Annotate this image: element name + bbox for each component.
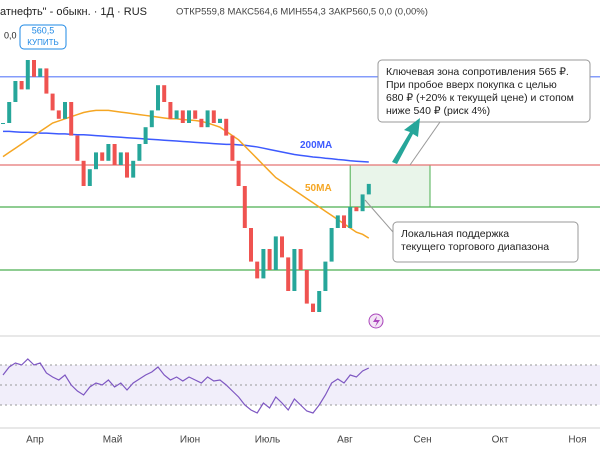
candle xyxy=(13,81,18,102)
candle xyxy=(311,303,315,312)
candle xyxy=(25,60,30,90)
rsi-line xyxy=(2,358,370,414)
candle xyxy=(156,85,160,111)
ma-line xyxy=(2,109,370,239)
x-tick-label: Апр xyxy=(26,435,44,446)
candle xyxy=(187,110,191,123)
callout-pointer xyxy=(409,121,441,166)
candle xyxy=(348,207,353,228)
callout-text: 680 ₽ (+20% к текущей цене) и стопом xyxy=(386,92,574,104)
x-tick-label: Авг xyxy=(337,435,353,446)
price: 560,5 xyxy=(32,25,55,35)
candle xyxy=(199,118,204,128)
candle xyxy=(255,261,260,279)
candle xyxy=(273,236,278,270)
x-tick-label: Июн xyxy=(180,435,200,446)
candle xyxy=(366,183,371,195)
candle xyxy=(7,102,12,123)
candle xyxy=(44,68,49,94)
candle xyxy=(125,152,129,178)
candle xyxy=(106,144,111,161)
candle xyxy=(56,110,61,119)
callout-text: текущего торгового диапазона xyxy=(401,241,549,253)
candle xyxy=(193,110,198,119)
candle xyxy=(280,236,284,258)
callout xyxy=(377,59,591,123)
callout-pointer xyxy=(364,199,394,233)
candle xyxy=(149,110,154,128)
candle xyxy=(180,110,185,123)
spread: 0,0 xyxy=(4,30,17,40)
candle xyxy=(174,110,179,119)
candle xyxy=(261,249,266,279)
callout-text: Локальная поддержка xyxy=(401,228,509,240)
candle xyxy=(249,228,253,262)
candle xyxy=(218,118,222,123)
arrow xyxy=(392,118,420,164)
candle xyxy=(323,261,328,291)
candle xyxy=(131,160,136,178)
candle xyxy=(335,215,340,228)
candle xyxy=(230,135,235,161)
x-tick-label: Сен xyxy=(413,435,431,446)
candle xyxy=(112,144,117,165)
candle xyxy=(292,249,297,291)
callout-text: При пробое вверх покупка с целью xyxy=(386,79,557,91)
candle xyxy=(168,102,173,119)
candle xyxy=(267,249,272,270)
candle xyxy=(205,110,210,128)
candle xyxy=(19,81,24,90)
candle xyxy=(162,85,167,102)
candle xyxy=(236,160,241,186)
ma-line xyxy=(3,130,369,163)
x-tick-label: Окт xyxy=(492,435,509,446)
callout-text: Ключевая зона сопротивления 565 ₽. xyxy=(386,66,569,78)
candle xyxy=(298,249,303,270)
callout xyxy=(392,221,579,263)
buy-label[interactable]: КУПИТЬ xyxy=(27,38,58,47)
x-tick-label: Май xyxy=(103,435,123,446)
candle xyxy=(286,257,291,291)
x-tick-label: Ноя xyxy=(568,435,586,446)
candle xyxy=(304,270,309,304)
candle xyxy=(143,127,148,144)
candle xyxy=(242,186,247,228)
candle xyxy=(137,144,142,161)
candle xyxy=(38,68,43,77)
candle xyxy=(1,123,5,124)
candle xyxy=(94,152,98,170)
candle xyxy=(81,160,86,186)
candle xyxy=(69,102,74,136)
candle xyxy=(317,291,322,312)
candle xyxy=(342,215,346,228)
ma-label: 200MA xyxy=(300,140,332,151)
candle xyxy=(354,207,359,212)
candle xyxy=(360,194,365,212)
candle xyxy=(100,152,105,161)
candle xyxy=(329,228,334,262)
candle xyxy=(32,60,36,77)
ohlc: ОТКР559,8 МАКС564,6 МИН554,3 ЗАКР560,5 0… xyxy=(176,7,428,18)
symbol: атнефть" - обыкн. · 1Д · RUS xyxy=(0,6,147,18)
candle xyxy=(224,118,229,136)
candle xyxy=(87,169,92,186)
x-tick-label: Июль xyxy=(255,435,281,446)
candle xyxy=(50,93,55,111)
ma-label: 50MA xyxy=(305,183,332,194)
event-bolt xyxy=(373,316,380,327)
candle xyxy=(211,110,216,123)
callout-text: ниже 540 ₽ (риск 4%) xyxy=(386,105,490,117)
candle xyxy=(75,135,80,161)
candle xyxy=(63,102,67,119)
candle xyxy=(118,152,123,165)
buy-button[interactable] xyxy=(19,24,67,50)
